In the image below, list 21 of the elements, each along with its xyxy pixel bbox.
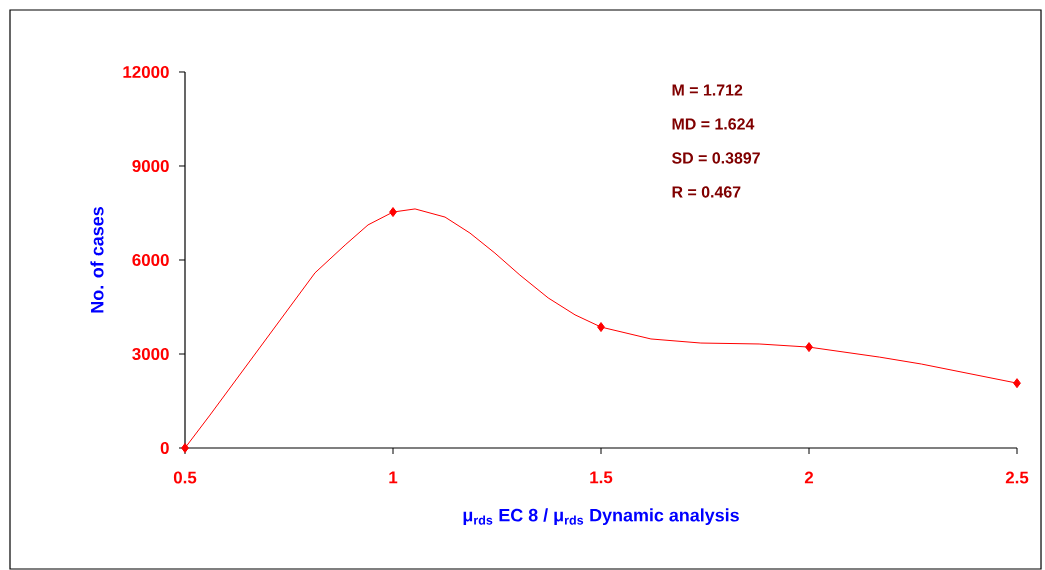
point: [389, 207, 397, 218]
point: [805, 342, 813, 353]
y-axis-title: No. of cases: [90, 207, 104, 313]
annotation: M = 1.712: [672, 84, 743, 96]
x-tick-label: 1: [389, 471, 398, 484]
y-tick-label: 12000: [123, 66, 169, 78]
y-tick-label: 3000: [132, 347, 169, 360]
x-tick-label: 2.5: [1005, 471, 1029, 484]
point: [597, 322, 605, 333]
y-tick-label: 0: [160, 442, 169, 454]
x-tick-label: 1.5: [590, 471, 613, 484]
x-tick-label: 2: [804, 471, 814, 484]
x-axis-title: μ$_{rds}$ EC 8 / μ$_{rds}$ Dynamic analysis: [463, 508, 739, 526]
x-tick-label: 0.5: [173, 471, 197, 484]
annotation: MD = 1.624: [672, 118, 755, 130]
point: [1013, 378, 1021, 389]
annotation: R = 0.467: [672, 186, 741, 198]
point: [181, 443, 189, 453]
y-tick-label: 9000: [132, 160, 169, 172]
y-tick-label: 6000: [132, 254, 169, 266]
annotation: SD = 0.3897: [671, 152, 760, 164]
